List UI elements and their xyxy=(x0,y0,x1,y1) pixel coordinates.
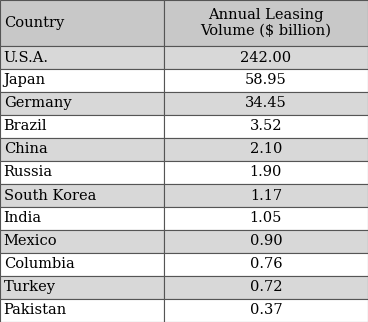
Bar xyxy=(164,184,368,207)
Text: 0.76: 0.76 xyxy=(250,258,282,271)
Bar xyxy=(164,115,368,138)
Bar xyxy=(0,69,164,92)
Text: Turkey: Turkey xyxy=(4,280,56,295)
Bar xyxy=(0,161,164,184)
Text: Russia: Russia xyxy=(4,166,53,179)
Bar xyxy=(0,207,164,230)
Text: 0.72: 0.72 xyxy=(250,280,282,295)
Text: South Korea: South Korea xyxy=(4,188,96,203)
Bar xyxy=(164,230,368,253)
Text: 1.90: 1.90 xyxy=(250,166,282,179)
Bar xyxy=(0,253,164,276)
Bar xyxy=(0,115,164,138)
Bar xyxy=(164,138,368,161)
Text: 58.95: 58.95 xyxy=(245,73,287,88)
Text: Japan: Japan xyxy=(4,73,46,88)
Bar xyxy=(0,92,164,115)
Text: China: China xyxy=(4,143,47,156)
Bar xyxy=(164,46,368,69)
Text: Mexico: Mexico xyxy=(4,234,57,249)
Bar xyxy=(164,299,368,322)
Bar xyxy=(164,276,368,299)
Text: 242.00: 242.00 xyxy=(240,51,291,64)
Bar xyxy=(164,69,368,92)
Bar xyxy=(0,184,164,207)
Text: Annual Leasing
Volume ($ billion): Annual Leasing Volume ($ billion) xyxy=(201,8,331,38)
Text: 2.10: 2.10 xyxy=(250,143,282,156)
Text: U.S.A.: U.S.A. xyxy=(4,51,49,64)
Bar xyxy=(164,253,368,276)
Bar xyxy=(0,230,164,253)
Text: India: India xyxy=(4,212,42,225)
Bar xyxy=(164,161,368,184)
Text: 1.05: 1.05 xyxy=(250,212,282,225)
Text: 3.52: 3.52 xyxy=(250,119,282,134)
Bar xyxy=(0,299,164,322)
Bar xyxy=(164,207,368,230)
Text: Germany: Germany xyxy=(4,97,71,110)
Text: 0.90: 0.90 xyxy=(250,234,282,249)
Bar xyxy=(0,138,164,161)
Bar xyxy=(164,0,368,46)
Text: 0.37: 0.37 xyxy=(250,304,282,317)
Text: 1.17: 1.17 xyxy=(250,188,282,203)
Text: 34.45: 34.45 xyxy=(245,97,287,110)
Text: Country: Country xyxy=(4,16,64,30)
Bar xyxy=(0,46,164,69)
Text: Brazil: Brazil xyxy=(4,119,47,134)
Text: Pakistan: Pakistan xyxy=(4,304,67,317)
Bar xyxy=(0,0,164,46)
Bar xyxy=(164,92,368,115)
Bar xyxy=(0,276,164,299)
Text: Columbia: Columbia xyxy=(4,258,74,271)
